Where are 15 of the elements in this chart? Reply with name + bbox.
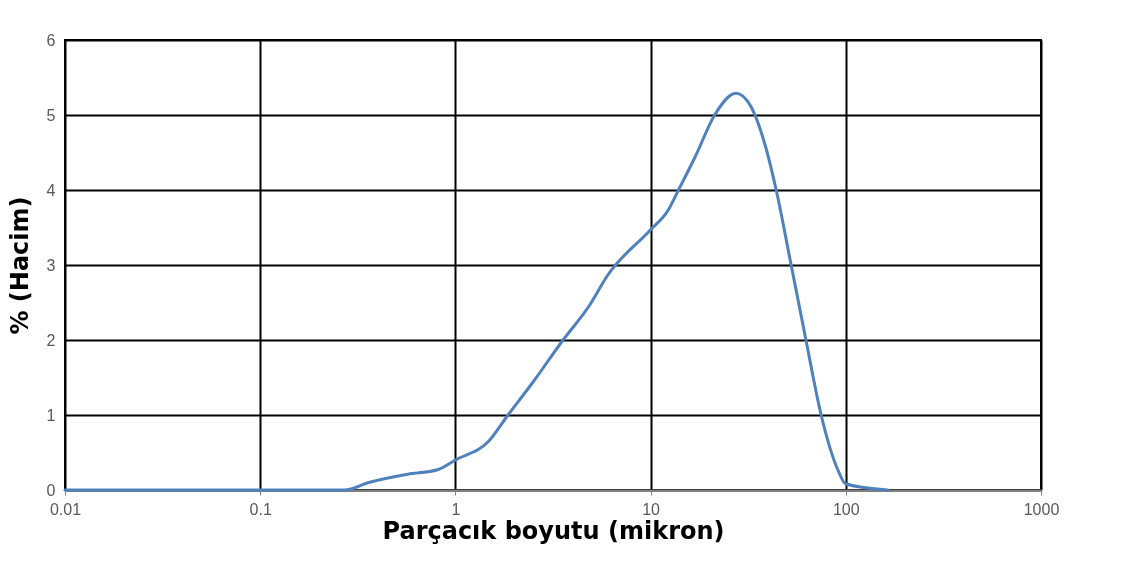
x-tick-label: 10 xyxy=(642,500,661,518)
x-tick-label: 1000 xyxy=(1023,500,1060,518)
x-tick-label: 100 xyxy=(832,500,860,518)
x-tick-label: 1 xyxy=(451,500,461,518)
y-tick-label: 6 xyxy=(46,31,56,49)
y-tick-label: 3 xyxy=(46,256,56,274)
y-tick-label: 4 xyxy=(46,181,56,199)
x-axis-title: Parçacık boyutu (mikron) xyxy=(382,516,725,545)
y-axis-title: % (Hacim) xyxy=(5,196,34,335)
y-tick-label: 2 xyxy=(46,331,56,349)
y-tick-label: 5 xyxy=(46,106,56,124)
x-tick-label: 0.01 xyxy=(49,500,82,518)
x-tick-label: 0.1 xyxy=(249,500,272,518)
y-tick-label: 1 xyxy=(46,406,56,424)
y-tick-label: 0 xyxy=(46,481,56,499)
